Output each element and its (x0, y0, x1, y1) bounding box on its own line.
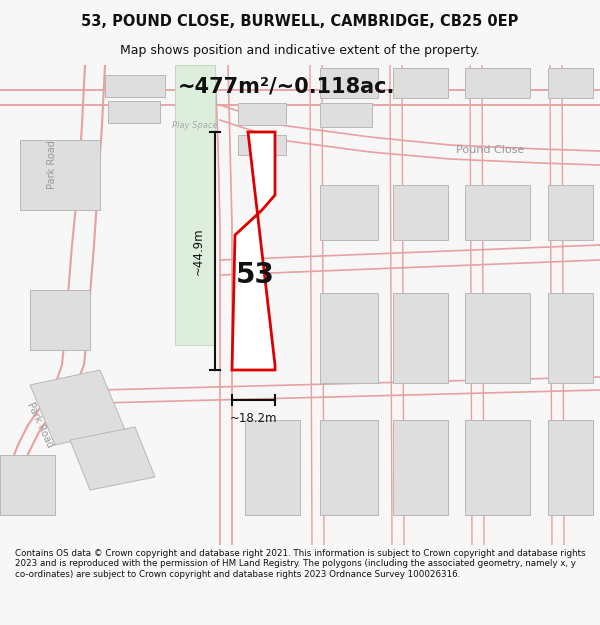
Bar (238, 103, 286, 125)
Text: ~18.2m: ~18.2m (230, 412, 277, 425)
Bar (465, 420, 530, 515)
Bar (548, 68, 593, 98)
Polygon shape (175, 65, 215, 345)
Bar (320, 68, 378, 98)
Text: Pound Close: Pound Close (456, 145, 524, 155)
Polygon shape (232, 132, 275, 370)
Text: 53: 53 (236, 261, 274, 289)
Bar (393, 185, 448, 240)
Bar (465, 293, 530, 383)
Text: Contains OS data © Crown copyright and database right 2021. This information is : Contains OS data © Crown copyright and d… (15, 549, 586, 579)
Polygon shape (20, 140, 100, 210)
Bar (548, 293, 593, 383)
Text: Map shows position and indicative extent of the property.: Map shows position and indicative extent… (120, 44, 480, 58)
Text: ~477m²/~0.118ac.: ~477m²/~0.118ac. (178, 77, 395, 97)
Bar (465, 68, 530, 98)
Bar (548, 185, 593, 240)
Bar (393, 68, 448, 98)
Bar (465, 185, 530, 240)
Bar (393, 293, 448, 383)
Text: Park Road: Park Road (25, 401, 55, 449)
Polygon shape (108, 101, 160, 123)
Bar (320, 103, 372, 127)
Bar (245, 420, 300, 515)
Polygon shape (0, 455, 55, 515)
Bar (548, 420, 593, 515)
Bar (393, 420, 448, 515)
Polygon shape (30, 290, 90, 350)
Bar (320, 293, 378, 383)
Bar (320, 420, 378, 515)
Bar (238, 135, 286, 155)
Text: 53, POUND CLOSE, BURWELL, CAMBRIDGE, CB25 0EP: 53, POUND CLOSE, BURWELL, CAMBRIDGE, CB2… (82, 14, 518, 29)
Text: ~44.9m: ~44.9m (192, 227, 205, 275)
Bar (320, 185, 378, 240)
Polygon shape (105, 75, 165, 97)
Text: Play Space: Play Space (172, 121, 218, 129)
Polygon shape (70, 427, 155, 490)
Polygon shape (30, 370, 125, 445)
Text: Park Road: Park Road (47, 141, 57, 189)
